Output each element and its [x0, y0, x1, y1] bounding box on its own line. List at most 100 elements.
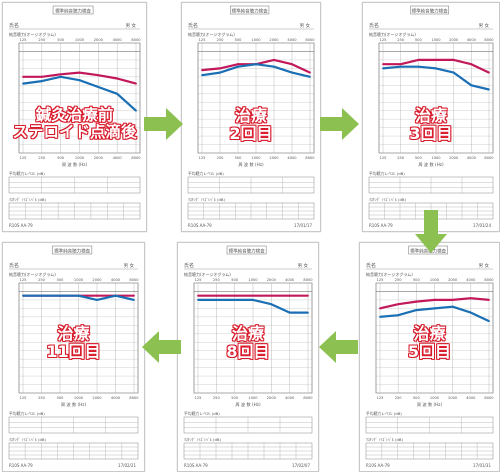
right-ear-point — [452, 59, 455, 61]
freq-tick-label: 2000 — [267, 396, 277, 400]
name-label: 氏名 — [9, 22, 19, 29]
overlay-label-t11: 治療 11回目 — [3, 325, 144, 361]
footer-date: 17/01/24 — [473, 223, 491, 228]
left-ear-point — [288, 311, 291, 314]
freq-tick-label: 2000 — [449, 156, 459, 160]
overlay-line-1: 治療 — [234, 106, 267, 125]
footer-code: R10S AA-79 — [369, 223, 393, 228]
audiogram-grid — [197, 42, 315, 154]
right-ear-point — [116, 77, 119, 80]
freq-top-tick-label: 500 — [231, 278, 239, 282]
freq-top-tick-label: 1000 — [74, 278, 84, 282]
freq-top-tick-label: 500 — [57, 278, 65, 282]
left-ear-point — [40, 80, 43, 82]
name-label: 氏名 — [184, 262, 194, 269]
left-ear-point — [22, 294, 24, 297]
freq-tick-label: 500 — [413, 396, 421, 400]
masking-table — [183, 442, 313, 460]
left-ear-point — [397, 314, 400, 317]
freq-tick-label: 125 — [20, 156, 27, 160]
right-ear-point — [97, 74, 100, 77]
audiogram-form: 標準純音聴力検査氏名男 女純音聴力(オージオグラム)12512525025050… — [8, 5, 141, 228]
freq-top-tick-label: 4000 — [467, 38, 477, 42]
left-ear-point — [273, 65, 275, 68]
table2-title: ﾏｽｷﾝｸﾞ ﾉｲｽﾞﾚﾍﾞﾙ (dB) — [9, 437, 46, 442]
audiogram-page-t11: 標準純音聴力検査 氏名男 女純音聴力(オージオグラム) 125 125 250 250 50… — [2, 242, 145, 472]
freq-top-tick-label: 250 — [395, 278, 403, 282]
overlay-line-1: 治療 — [57, 324, 90, 343]
left-ear-point — [59, 75, 62, 78]
audiogram-form: 標準純音聴力検査氏名男 女純音聴力(オージオグラム)12512525025050… — [187, 5, 315, 228]
freq-axis-label: 周 波 数 (Hz) — [417, 401, 443, 408]
left-ear-point — [415, 309, 418, 311]
left-ear-point — [237, 65, 239, 68]
form-header-label: 標準純音聴力検査 — [412, 8, 448, 15]
right-ear-point — [22, 75, 24, 78]
freq-top-tick-label: 125 — [377, 278, 384, 282]
freq-tick-label: 8000 — [129, 396, 139, 400]
freq-tick-label: 250 — [395, 396, 403, 400]
freq-tick-label: 1000 — [430, 396, 440, 400]
right-ear-point — [59, 73, 62, 76]
freq-top-tick-label: 250 — [38, 278, 46, 282]
freq-tick-label: 125 — [195, 396, 202, 400]
freq-top-tick-label: 1000 — [251, 38, 261, 42]
freq-tick-label: 250 — [38, 396, 46, 400]
table2-title: ﾏｽｷﾝｸﾞ ﾉｲｽﾞﾚﾍﾞﾙ (dB) — [366, 437, 403, 442]
right-ear-point — [451, 299, 454, 301]
form-header-label: 標準純音聴力検査 — [232, 8, 268, 15]
freq-tick-label: 500 — [231, 396, 239, 400]
left-ear-point — [382, 67, 384, 70]
freq-top-tick-label: 1000 — [431, 38, 441, 42]
title-line: 純音聴力(オージオグラム) — [369, 31, 416, 37]
right-ear-point — [215, 294, 218, 297]
title-line: 純音聴力(オージオグラム) — [366, 271, 413, 277]
freq-top-tick-label: 8000 — [305, 38, 315, 42]
left-ear-point — [116, 92, 119, 95]
left-ear-point — [255, 63, 257, 66]
freq-top-tick-label: 500 — [235, 38, 243, 42]
sex-label: 男 女 — [479, 262, 490, 269]
overlay-line-2: 2回目 — [229, 123, 273, 143]
overlay-line-2: 3回目 — [409, 123, 453, 143]
arrow-left-2-icon — [142, 331, 181, 363]
right-ear-point — [488, 299, 490, 301]
freq-tick-label: 250 — [217, 156, 225, 160]
footer-date: 17/01/31 — [473, 463, 491, 468]
sex-label: 男 女 — [479, 22, 490, 29]
average-level-table — [8, 176, 141, 194]
freq-top-tick-label: 4000 — [285, 278, 295, 282]
freq-tick-label: 4000 — [466, 396, 476, 400]
freq-tick-label: 8000 — [484, 156, 494, 160]
audiogram-form: 標準純音聴力検査氏名男 女純音聴力(オージオグラム)12512525025050… — [183, 245, 313, 468]
freq-tick-label: 2000 — [448, 396, 458, 400]
freq-axis-label: 周 波 数 (Hz) — [62, 161, 88, 168]
footer-date: 17/02/07 — [292, 463, 310, 468]
left-ear-point — [233, 299, 236, 301]
table1-title: 平均聴力レベル (dB) — [366, 411, 402, 416]
freq-top-tick-label: 4000 — [287, 38, 297, 42]
right-ear-point — [135, 82, 137, 85]
freq-top-tick-label: 125 — [195, 278, 202, 282]
left-ear-point — [114, 294, 117, 297]
footer-code: R10S AA-79 — [184, 463, 208, 468]
freq-tick-label: 125 — [377, 396, 384, 400]
form-header-box — [410, 5, 449, 15]
freq-tick-label: 2000 — [269, 156, 279, 160]
overlay-line-1: 鍼灸治療前 — [35, 106, 114, 124]
name-label: 氏名 — [188, 22, 198, 29]
table2-title: ﾏｽｷﾝｸﾞ ﾉｲｽﾞﾚﾍﾞﾙ (dB) — [9, 197, 46, 202]
right-ear-point — [469, 297, 472, 300]
audiogram-page-t3: 標準純音聴力検査 氏名男 女純音聴力(オージオグラム) 125 125 250 250 50… — [362, 2, 500, 232]
right-ear-point — [201, 69, 203, 71]
freq-tick-label: 8000 — [305, 156, 315, 160]
freq-tick-label: 4000 — [287, 156, 297, 160]
right-ear-point — [417, 59, 420, 61]
freq-tick-label: 4000 — [111, 396, 121, 400]
title-line: 純音聴力(オージオグラム) — [9, 271, 56, 277]
form-header-box — [52, 245, 93, 255]
left-ear-point — [96, 299, 98, 301]
audiogram-grid — [18, 282, 139, 394]
left-ear-point — [469, 311, 472, 314]
left-ear-point — [470, 84, 473, 87]
